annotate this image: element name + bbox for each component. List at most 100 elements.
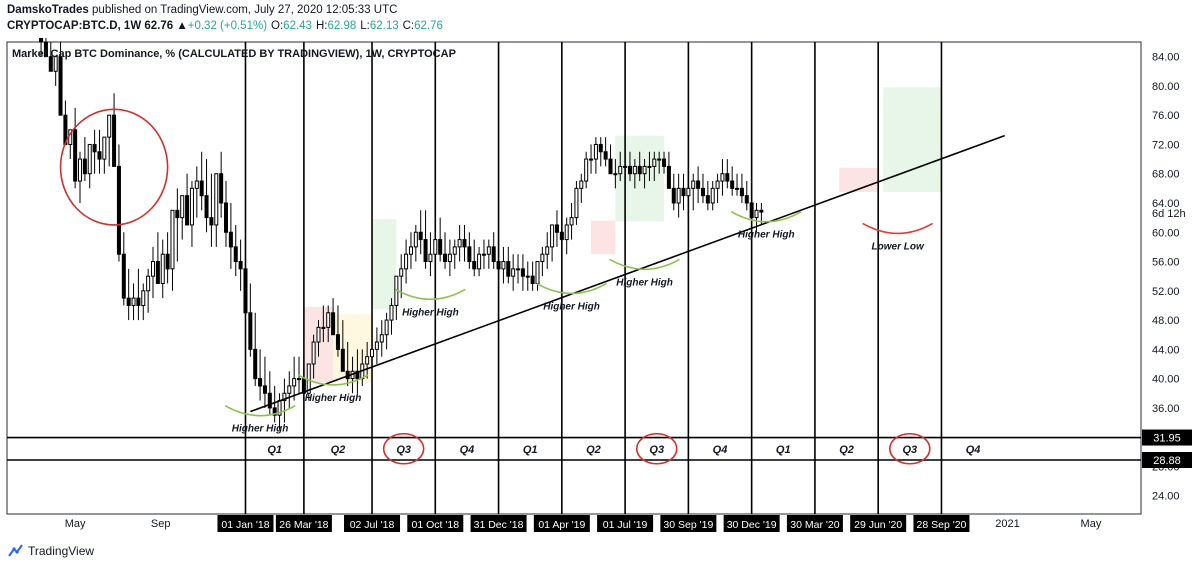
- candle-body: [569, 217, 574, 226]
- candle: [150, 246, 156, 299]
- candle-body: [618, 165, 623, 175]
- candle: [262, 356, 267, 408]
- candle: [730, 166, 735, 196]
- candle: [165, 232, 170, 284]
- candle-body: [87, 143, 92, 175]
- x-axis-tick-label: May: [65, 518, 86, 530]
- candle-body: [287, 385, 292, 394]
- candle: [267, 371, 272, 416]
- candle: [579, 173, 584, 203]
- quarter-label: Q3: [902, 444, 917, 456]
- candle: [754, 202, 759, 233]
- candle: [433, 232, 438, 269]
- candle: [569, 202, 574, 240]
- candle: [340, 320, 345, 372]
- lower-low-arc: [862, 222, 934, 235]
- quarter-label: Q2: [839, 444, 854, 456]
- candle-body: [43, 41, 48, 58]
- candle: [710, 181, 715, 211]
- candle: [107, 114, 112, 167]
- quarter-label: Q4: [966, 444, 981, 456]
- candle-body: [691, 180, 696, 189]
- candle-body: [705, 195, 710, 204]
- candle: [413, 224, 418, 262]
- candle: [627, 151, 632, 182]
- symbol-info: CRYPTOCAP:BTC.D, 1W 62.76 ▲+0.32 (+0.51%…: [7, 19, 443, 33]
- candle-body: [199, 180, 204, 197]
- candle: [608, 144, 613, 175]
- date-badge: 26 Mar '18: [275, 515, 332, 532]
- candle-body: [613, 173, 618, 176]
- candle-body: [725, 173, 730, 182]
- y-axis-tick-label: 64.00: [1152, 198, 1180, 210]
- tradingview-branding: TradingView: [8, 544, 94, 558]
- candle: [676, 173, 681, 218]
- candle: [408, 232, 413, 269]
- candle-body: [340, 348, 345, 372]
- candle-body: [608, 158, 613, 175]
- candle: [77, 151, 83, 203]
- candle: [126, 268, 131, 321]
- candle-body: [141, 290, 146, 306]
- candle-body: [165, 253, 170, 270]
- candle: [647, 151, 652, 182]
- candle-body: [370, 348, 375, 358]
- trendline: [250, 134, 1006, 413]
- candle-body: [462, 239, 467, 248]
- date-badge-text: 01 Oct '18: [412, 519, 460, 531]
- quarter-label: Q1: [523, 444, 538, 456]
- pattern-annotation-label: Higher High: [305, 393, 362, 404]
- candle-body: [525, 275, 530, 278]
- candle: [506, 246, 511, 284]
- candle-body: [243, 268, 248, 314]
- candle: [705, 181, 710, 211]
- candle: [481, 239, 486, 269]
- date-badge-text: 01 Jan '18: [221, 519, 269, 531]
- candle: [389, 298, 394, 335]
- candle-body: [194, 180, 199, 189]
- candle: [691, 173, 696, 211]
- candle-body: [58, 56, 63, 116]
- candle: [472, 239, 477, 277]
- candle: [136, 268, 141, 321]
- candle: [180, 195, 185, 240]
- publish-info: DamskoTrades published on TradingView.co…: [7, 3, 397, 17]
- y-axis-tick-label: 84.00: [1152, 52, 1180, 64]
- candle: [146, 268, 151, 313]
- y-axis-tick-label: 60.00: [1152, 227, 1180, 239]
- bar-countdown-label: 6d 12h: [1152, 208, 1186, 220]
- candle: [623, 151, 628, 182]
- candle: [121, 232, 126, 306]
- date-badge-text: 26 Mar '18: [279, 519, 328, 531]
- y-axis-tick-label: 24.00: [1152, 491, 1180, 503]
- candle-body: [749, 202, 754, 219]
- date-badge-text: 31 Dec '18: [474, 519, 524, 531]
- price-level-badge-text: 31.95: [1153, 433, 1181, 445]
- date-badge-bg: [786, 515, 843, 532]
- candle-body: [97, 151, 102, 160]
- candle-body: [657, 158, 662, 161]
- date-badge-bg: [660, 515, 717, 532]
- candle-body: [457, 239, 462, 248]
- candle: [404, 239, 409, 284]
- candle-body: [404, 253, 409, 270]
- open-value: 62.43: [283, 20, 312, 32]
- candle: [63, 100, 68, 145]
- high-value: 62.98: [327, 20, 357, 32]
- y-axis-tick-label: 80.00: [1152, 81, 1180, 93]
- date-badge-text: 28 Sep '20: [917, 519, 967, 531]
- candle: [603, 137, 608, 167]
- candle-body: [652, 158, 657, 167]
- higher-high-arc: [297, 374, 369, 386]
- candle-body: [258, 378, 263, 387]
- high-label: H:: [315, 20, 328, 32]
- candle-body: [472, 261, 477, 270]
- candle: [477, 246, 482, 277]
- candle: [462, 224, 467, 262]
- quarter-label: Q3: [396, 444, 411, 456]
- candle: [224, 181, 229, 247]
- price-level-badge-text: 28.88: [1153, 455, 1181, 467]
- candlestick-chart[interactable]: Higher High Higher High Higher High Higher …: [0, 38, 1200, 538]
- candle: [632, 159, 637, 189]
- candle-body: [603, 151, 608, 160]
